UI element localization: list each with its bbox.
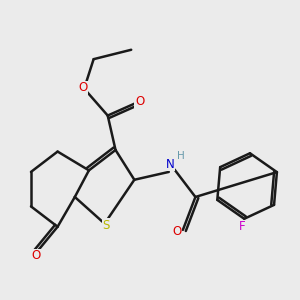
Text: O: O (79, 82, 88, 94)
Text: N: N (166, 158, 175, 171)
Text: F: F (239, 220, 246, 233)
Text: O: O (135, 95, 144, 108)
Text: O: O (172, 225, 182, 238)
Text: S: S (103, 219, 110, 232)
Text: O: O (31, 249, 40, 262)
Text: H: H (177, 151, 184, 161)
